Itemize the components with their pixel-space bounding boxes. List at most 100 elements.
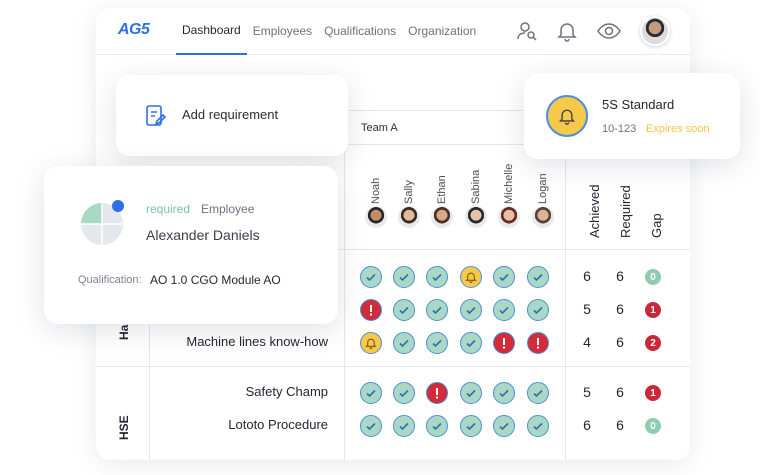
qualification-title: 5S Standard: [602, 97, 675, 112]
achieved-count: 6: [583, 268, 591, 284]
required-header: Required: [618, 185, 633, 238]
check-status-icon[interactable]: [426, 299, 448, 321]
nav-employees[interactable]: Employees: [252, 24, 313, 38]
clipboard-edit-icon: [144, 103, 168, 134]
employee-avatar[interactable]: [431, 206, 453, 228]
gap-header: Gap: [649, 213, 664, 238]
check-status-icon[interactable]: [460, 415, 482, 437]
qualification-code: 10-123: [602, 123, 637, 135]
gap-badge: 1: [645, 385, 661, 401]
gap-badge: 2: [645, 335, 661, 351]
required-count: 6: [616, 301, 624, 317]
achieved-header: Achieved: [587, 184, 602, 238]
missing-status-icon[interactable]: [360, 299, 382, 321]
qualification-label: Qualification:: [78, 274, 142, 286]
check-status-icon[interactable]: [493, 266, 515, 288]
labels-divider: [344, 110, 345, 460]
team-header-divider: [344, 110, 690, 111]
check-status-icon[interactable]: [426, 332, 448, 354]
employee-name-label: Ethan: [436, 175, 448, 204]
check-status-icon[interactable]: [493, 299, 515, 321]
achieved-count: 4: [583, 334, 591, 350]
missing-status-icon[interactable]: [426, 382, 448, 404]
user-search-icon[interactable]: [516, 20, 538, 42]
group-divider: [96, 366, 690, 367]
main-nav: Dashboard Employees Qualifications Organ…: [176, 8, 482, 55]
required-count: 6: [616, 417, 624, 433]
check-status-icon[interactable]: [493, 415, 515, 437]
employee-column-michelle[interactable]: Michelle: [493, 148, 526, 246]
nav-dashboard[interactable]: Dashboard: [176, 8, 247, 55]
check-status-icon[interactable]: [360, 415, 382, 437]
check-status-icon[interactable]: [360, 382, 382, 404]
check-status-icon[interactable]: [393, 299, 415, 321]
ag5-logo[interactable]: AG5: [118, 21, 150, 38]
employee-column-logan[interactable]: Logan: [527, 148, 560, 246]
bell-icon[interactable]: [556, 20, 578, 42]
check-status-icon[interactable]: [393, 382, 415, 404]
required-count: 6: [616, 384, 624, 400]
employee-detail-card[interactable]: required Employee Alexander Daniels Qual…: [44, 166, 338, 324]
expiry-status: Expires soon: [646, 123, 710, 135]
check-status-icon[interactable]: [393, 415, 415, 437]
check-status-icon[interactable]: [527, 266, 549, 288]
check-status-icon[interactable]: [460, 332, 482, 354]
check-status-icon[interactable]: [360, 266, 382, 288]
expiring-status-icon[interactable]: [360, 332, 382, 354]
employee-name-label: Sally: [403, 180, 415, 204]
check-status-icon[interactable]: [460, 382, 482, 404]
expiry-notification-card[interactable]: 5S Standard 10-123 Expires soon: [524, 73, 740, 159]
group-label-hse: HSE: [117, 415, 131, 440]
user-avatar[interactable]: [640, 16, 670, 46]
check-status-icon[interactable]: [493, 382, 515, 404]
stats-divider: [565, 144, 566, 460]
top-icon-bar: [516, 16, 670, 46]
check-status-icon[interactable]: [393, 266, 415, 288]
qualification-label: Safety Champ: [245, 384, 328, 399]
check-status-icon[interactable]: [527, 299, 549, 321]
achieved-count: 5: [583, 384, 591, 400]
expiring-status-icon[interactable]: [460, 266, 482, 288]
bell-icon: [546, 95, 588, 137]
employee-name-label: Logan: [537, 173, 549, 204]
check-status-icon[interactable]: [527, 382, 549, 404]
progress-pie-icon: [81, 200, 124, 245]
top-navigation-bar: AG5 Dashboard Employees Qualifications O…: [96, 8, 690, 55]
qualification-label: Lototo Procedure: [228, 417, 328, 432]
add-requirement-card[interactable]: Add requirement: [116, 75, 348, 156]
missing-status-icon[interactable]: [493, 332, 515, 354]
employee-role: Employee: [201, 202, 255, 216]
required-count: 6: [616, 268, 624, 284]
achieved-count: 5: [583, 301, 591, 317]
group-label-divider: [149, 249, 150, 460]
employee-column-sabina[interactable]: Sabina: [460, 148, 493, 246]
employee-name: Alexander Daniels: [146, 227, 260, 243]
missing-status-icon[interactable]: [527, 332, 549, 354]
nav-qualifications[interactable]: Qualifications: [324, 24, 397, 38]
employee-avatar[interactable]: [365, 206, 387, 228]
employee-avatar[interactable]: [398, 206, 420, 228]
team-header-bottom-divider: [344, 144, 690, 145]
check-status-icon[interactable]: [460, 299, 482, 321]
add-requirement-label: Add requirement: [182, 107, 279, 122]
header-row-divider: [96, 249, 690, 250]
check-status-icon[interactable]: [426, 266, 448, 288]
employee-column-ethan[interactable]: Ethan: [426, 148, 459, 246]
check-status-icon[interactable]: [426, 415, 448, 437]
achieved-count: 6: [583, 417, 591, 433]
check-status-icon[interactable]: [393, 332, 415, 354]
team-name: Team A: [361, 122, 398, 134]
required-count: 6: [616, 334, 624, 350]
employee-name-label: Sabina: [470, 169, 482, 204]
employee-avatar[interactable]: [498, 206, 520, 228]
eye-icon[interactable]: [596, 20, 622, 42]
qualification-label: Machine lines know-how: [186, 334, 328, 349]
required-label: required: [146, 202, 191, 216]
nav-organization[interactable]: Organization: [408, 24, 477, 38]
employee-avatar[interactable]: [465, 206, 487, 228]
employee-avatar[interactable]: [532, 206, 554, 228]
employee-column-sally[interactable]: Sally: [393, 148, 426, 246]
employee-column-noah[interactable]: Noah: [360, 148, 393, 246]
check-status-icon[interactable]: [527, 415, 549, 437]
qualification-value: AO 1.0 CGO Module AO: [150, 273, 281, 287]
